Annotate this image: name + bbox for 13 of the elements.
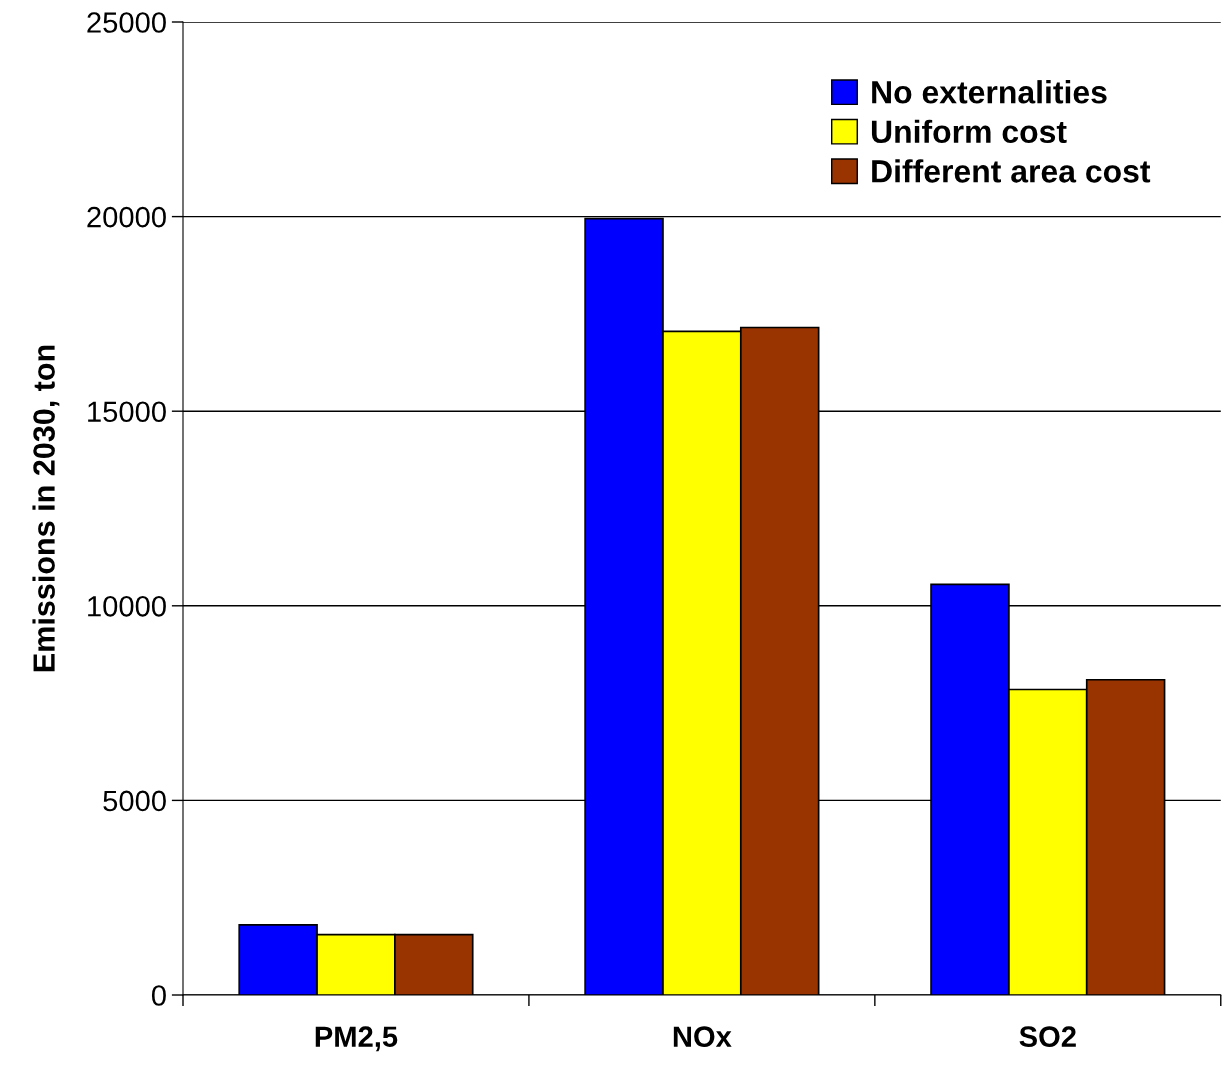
- y-tick-label: 15000: [88, 401, 166, 423]
- x-tick-label: NOx: [673, 1026, 732, 1047]
- legend-label: Different area cost: [872, 159, 1151, 183]
- y-tick-label: 0: [151, 985, 166, 1006]
- y-tick-label: 25000: [87, 12, 166, 33]
- x-tick-label: SO2: [1019, 1026, 1076, 1047]
- y-axis-title: Emissions in 2030, ton: [32, 345, 60, 672]
- y-tick-label: 5000: [103, 790, 166, 812]
- legend-label: Uniform cost: [871, 119, 1067, 144]
- x-tick-label: PM2,5: [315, 1026, 398, 1052]
- legend-label: No externalities: [872, 80, 1107, 104]
- y-tick-label: 10000: [88, 596, 166, 617]
- y-tick-label: 20000: [87, 206, 166, 228]
